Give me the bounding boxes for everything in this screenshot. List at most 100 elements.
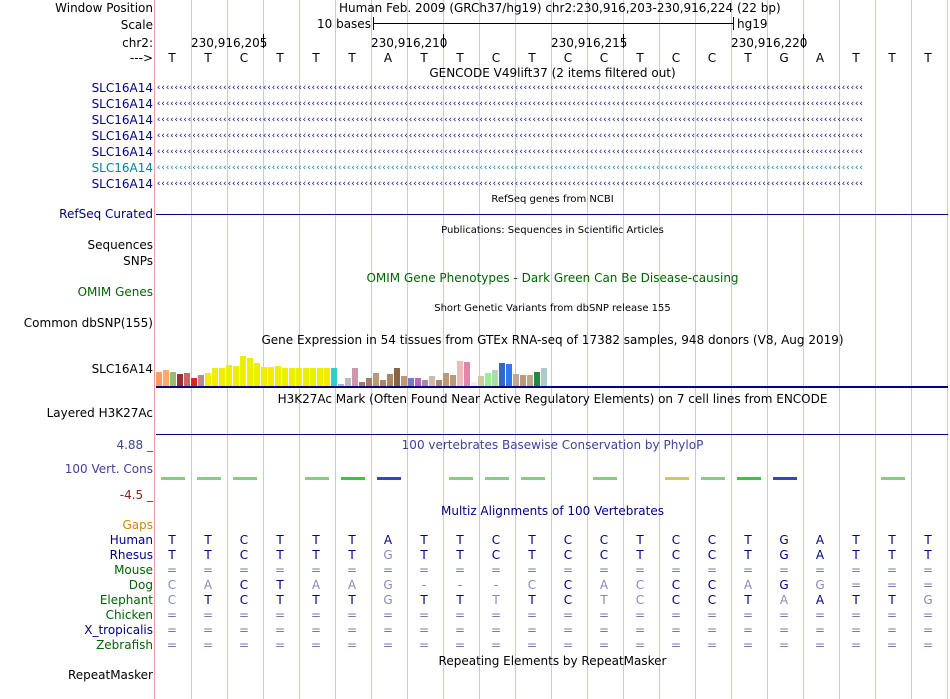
species-label[interactable]: Rhesus (109, 548, 153, 562)
gtex-tissue-bar[interactable] (513, 374, 519, 386)
gtex-tissue-bar[interactable] (198, 375, 204, 386)
refseq-label[interactable]: RefSeq Curated (59, 207, 153, 221)
alignment-base: C (707, 548, 717, 562)
gtex-tissue-bar[interactable] (387, 374, 393, 386)
alignment-base: C (239, 533, 249, 547)
gtex-tissue-bar[interactable] (289, 368, 295, 386)
repeatmasker-label[interactable]: RepeatMasker (67, 668, 153, 682)
species-label[interactable]: Mouse (114, 563, 153, 577)
gtex-tissue-bar[interactable] (254, 363, 260, 386)
gtex-tissue-bar[interactable] (492, 370, 498, 386)
alignment-base: T (888, 533, 896, 547)
gtex-tissue-bar[interactable] (485, 373, 491, 386)
gtex-tissue-bar[interactable] (366, 378, 372, 386)
gtex-tissue-bar[interactable] (184, 373, 190, 386)
alignment-base: = (886, 563, 898, 577)
gtex-tissue-bar[interactable] (275, 366, 281, 386)
species-label[interactable]: X_tropicalis (84, 623, 153, 637)
gaps-label[interactable]: Gaps (122, 518, 153, 532)
dbsnp-label[interactable]: Common dbSNP(155) (23, 316, 153, 330)
gtex-tissue-bar[interactable] (352, 368, 358, 386)
h3k27ac-label[interactable]: Layered H3K27Ac (46, 406, 153, 420)
gtex-tissue-bar[interactable] (212, 368, 218, 386)
gencode-transcript-line[interactable]: ‹‹‹‹‹‹‹‹‹‹‹‹‹‹‹‹‹‹‹‹‹‹‹‹‹‹‹‹‹‹‹‹‹‹‹‹‹‹‹‹… (156, 100, 864, 109)
gtex-tissue-bar[interactable] (373, 373, 379, 386)
gtex-tissue-bar[interactable] (247, 358, 253, 386)
gtex-tissue-bar[interactable] (324, 368, 330, 386)
gtex-tissue-bar[interactable] (282, 368, 288, 386)
gtex-tissue-bar[interactable] (359, 382, 365, 386)
gtex-tissue-bar[interactable] (422, 380, 428, 386)
gtex-tissue-bar[interactable] (170, 372, 176, 386)
gtex-tissue-bar[interactable] (450, 375, 456, 386)
gtex-tissue-bar[interactable] (156, 372, 162, 386)
species-label[interactable]: Chicken (105, 608, 153, 622)
gtex-tissue-bar[interactable] (268, 367, 274, 386)
alignment-base: T (852, 548, 860, 562)
gencode-item-label[interactable]: SLC16A14 (91, 129, 153, 143)
gtex-tissue-bar[interactable] (534, 372, 540, 386)
species-label[interactable]: Human (109, 533, 153, 547)
gencode-transcript-line[interactable]: ‹‹‹‹‹‹‹‹‹‹‹‹‹‹‹‹‹‹‹‹‹‹‹‹‹‹‹‹‹‹‹‹‹‹‹‹‹‹‹‹… (156, 180, 864, 189)
gtex-tissue-bar[interactable] (219, 368, 225, 386)
gtex-tissue-bar[interactable] (429, 376, 435, 386)
gtex-tissue-bar[interactable] (191, 378, 197, 386)
gtex-tissue-bar[interactable] (163, 370, 169, 386)
gtex-tissue-bar[interactable] (205, 373, 211, 386)
gtex-tissue-bar[interactable] (541, 368, 547, 386)
omim-label[interactable]: OMIM Genes (77, 285, 153, 299)
gtex-tissue-bar[interactable] (317, 368, 323, 386)
gencode-item-label[interactable]: SLC16A14 (91, 145, 153, 159)
snps-label[interactable]: SNPs (123, 254, 153, 268)
gtex-tissue-bar[interactable] (310, 368, 316, 386)
gtex-tissue-bar[interactable] (261, 367, 267, 386)
gtex-tissue-bar[interactable] (177, 374, 183, 386)
gencode-item-label[interactable]: SLC16A14 (91, 81, 153, 95)
conservation-label[interactable]: 100 Vert. Cons (64, 462, 153, 476)
gencode-transcript-line[interactable]: ‹‹‹‹‹‹‹‹‹‹‹‹‹‹‹‹‹‹‹‹‹‹‹‹‹‹‹‹‹‹‹‹‹‹‹‹‹‹‹‹… (156, 132, 864, 141)
gtex-tissue-bar[interactable] (240, 356, 246, 386)
gtex-tissue-bar[interactable] (401, 376, 407, 386)
species-label[interactable]: Zebrafish (96, 638, 153, 652)
alignment-base: C (707, 578, 717, 592)
gtex-barchart[interactable] (156, 346, 547, 386)
gencode-transcript-line[interactable]: ‹‹‹‹‹‹‹‹‹‹‹‹‹‹‹‹‹‹‹‹‹‹‹‹‹‹‹‹‹‹‹‹‹‹‹‹‹‹‹‹… (156, 116, 864, 125)
gencode-item-label[interactable]: SLC16A14 (91, 177, 153, 191)
gtex-tissue-bar[interactable] (338, 384, 344, 386)
scale-label: Scale (120, 18, 153, 32)
alignment-base: = (418, 563, 430, 577)
gtex-tissue-bar[interactable] (527, 375, 533, 386)
gencode-item-label[interactable]: SLC16A14 (91, 97, 153, 111)
gencode-transcript-line[interactable]: ‹‹‹‹‹‹‹‹‹‹‹‹‹‹‹‹‹‹‹‹‹‹‹‹‹‹‹‹‹‹‹‹‹‹‹‹‹‹‹‹… (156, 164, 864, 173)
gtex-tissue-bar[interactable] (226, 365, 232, 386)
gtex-label[interactable]: SLC16A14 (91, 362, 153, 376)
gtex-tissue-bar[interactable] (457, 361, 463, 386)
gtex-tissue-bar[interactable] (443, 373, 449, 386)
gtex-tissue-bar[interactable] (331, 368, 337, 386)
gtex-tissue-bar[interactable] (520, 375, 526, 386)
species-label[interactable]: Elephant (99, 593, 153, 607)
gtex-tissue-bar[interactable] (471, 382, 477, 386)
gencode-item-label[interactable]: SLC16A14 (91, 113, 153, 127)
gencode-item-label[interactable]: SLC16A14 (91, 161, 153, 175)
gtex-tissue-bar[interactable] (303, 368, 309, 386)
gtex-tissue-bar[interactable] (408, 378, 414, 386)
gtex-tissue-bar[interactable] (233, 366, 239, 386)
alignment-base: = (382, 563, 394, 577)
gtex-tissue-bar[interactable] (436, 380, 442, 386)
species-label[interactable]: Dog (128, 578, 153, 592)
gtex-tissue-bar[interactable] (345, 378, 351, 386)
gtex-tissue-bar[interactable] (464, 362, 470, 386)
gtex-tissue-bar[interactable] (394, 368, 400, 386)
gtex-tissue-bar[interactable] (499, 363, 505, 386)
sequences-label[interactable]: Sequences (87, 238, 153, 252)
gtex-tissue-bar[interactable] (296, 368, 302, 386)
refseq-gene-line[interactable] (156, 214, 948, 215)
gencode-transcript-line[interactable]: ‹‹‹‹‹‹‹‹‹‹‹‹‹‹‹‹‹‹‹‹‹‹‹‹‹‹‹‹‹‹‹‹‹‹‹‹‹‹‹‹… (156, 84, 864, 93)
gtex-tissue-bar[interactable] (415, 378, 421, 386)
gtex-tissue-bar[interactable] (478, 376, 484, 386)
gencode-transcript-line[interactable]: ‹‹‹‹‹‹‹‹‹‹‹‹‹‹‹‹‹‹‹‹‹‹‹‹‹‹‹‹‹‹‹‹‹‹‹‹‹‹‹‹… (156, 148, 864, 157)
gtex-tissue-bar[interactable] (380, 380, 386, 386)
gtex-tissue-bar[interactable] (506, 364, 512, 386)
